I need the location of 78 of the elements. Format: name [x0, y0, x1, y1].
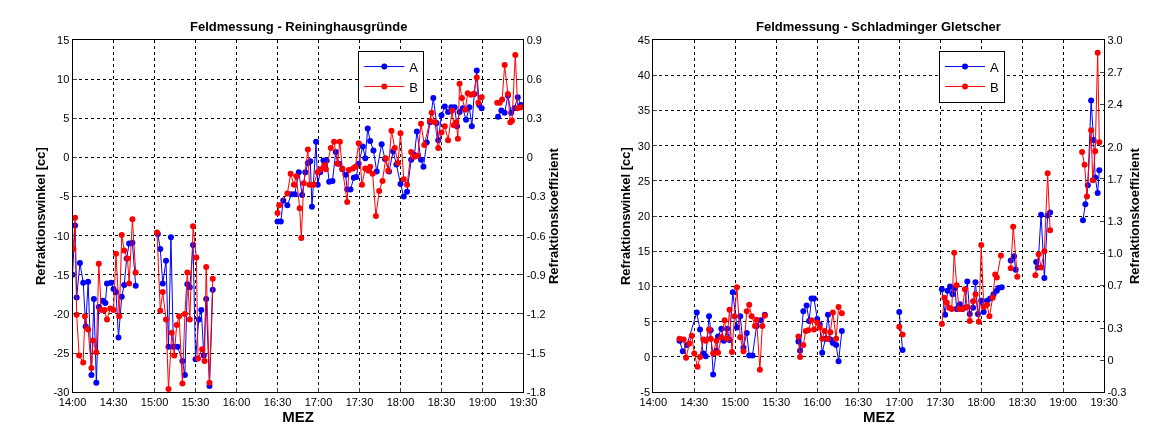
x-tick-label: 18:00 [386, 396, 415, 409]
y-tick-label: 5 [643, 315, 651, 328]
y-tick-label: 10 [637, 280, 651, 293]
x-tick-label: 19:00 [468, 396, 497, 409]
y2-tick-label: 0 [1107, 354, 1114, 367]
y-tick-label: 10 [57, 73, 70, 86]
x-axis-title: MEZ [862, 408, 895, 426]
y-tick-label: 0 [63, 151, 70, 164]
x-tick-label: 16:00 [222, 396, 251, 409]
y2-tick-label: 0.3 [526, 112, 542, 125]
y2-tick-label: -0.9 [526, 268, 546, 281]
legend-label: B [990, 79, 999, 95]
y2-tick-label: 0.9 [526, 33, 542, 46]
x-tick-label: 15:00 [721, 396, 750, 409]
y2-tick-label: 1.0 [1107, 247, 1123, 260]
y-tick-label: 30 [637, 139, 651, 152]
legend-label: A [990, 59, 1000, 75]
y-tick-label: 15 [57, 33, 70, 46]
y-tick-label: 35 [637, 104, 651, 117]
x-tick-label: 15:30 [181, 396, 210, 409]
x-tick-label: 19:30 [509, 396, 538, 409]
y2-tick-label: 0 [526, 151, 533, 164]
y2-tick-label: -0.3 [1107, 386, 1127, 399]
y-tick-label: 40 [637, 69, 651, 82]
y-axis-title: Refraktionswinkel [cc] [617, 147, 633, 286]
y-tick-label: 0 [643, 350, 651, 363]
x-tick-label: 16:30 [263, 396, 292, 409]
y2-tick-label: -0.6 [526, 229, 546, 242]
y2-tick-label: 1.7 [1107, 172, 1123, 185]
y-tick-label: 20 [637, 209, 651, 222]
x-tick-label: 16:30 [844, 396, 873, 409]
y2-axis-title: Refraktionskoeffizient [546, 147, 562, 285]
y2-tick-label: -1.8 [526, 386, 546, 399]
legend-label: A [409, 59, 419, 75]
x-tick-label: 18:30 [427, 396, 456, 409]
y2-tick-label: 2.7 [1107, 65, 1123, 78]
y2-tick-label: 0.3 [1107, 322, 1123, 335]
y2-axis-title: Refraktionskoeffizient [1126, 147, 1142, 285]
y2-tick-label: -1.5 [526, 346, 546, 359]
x-tick-label: 15:30 [762, 396, 791, 409]
y-tick-label: 25 [637, 174, 651, 187]
y-tick-label: -5 [59, 190, 70, 203]
y-tick-label: -15 [53, 268, 70, 281]
legend-label: B [409, 79, 418, 95]
y-tick-label: 45 [637, 33, 651, 46]
y-tick-label: 15 [637, 245, 651, 258]
y2-tick-label: 3.0 [1107, 33, 1123, 46]
chart-title: Feldmessung - Reininghausgründe [190, 19, 408, 34]
x-tick-label: 18:00 [967, 396, 996, 409]
y2-tick-label: 0.6 [526, 73, 542, 86]
x-axis-title: MEZ [282, 408, 314, 426]
x-tick-label: 14:00 [639, 396, 668, 409]
y-axis-title: Refraktionswinkel [cc] [33, 147, 49, 286]
y-tick-label: 5 [63, 112, 70, 125]
x-tick-label: 14:30 [680, 396, 709, 409]
x-tick-label: 17:30 [926, 396, 955, 409]
chart-title: Feldmessung - Schladminger Gletscher [756, 19, 1001, 34]
y2-tick-label: 1.3 [1107, 215, 1123, 228]
x-tick-label: 15:00 [140, 396, 169, 409]
x-tick-label: 17:00 [885, 396, 914, 409]
x-tick-label: 16:00 [803, 396, 832, 409]
x-tick-label: 17:30 [345, 396, 374, 409]
y2-tick-label: 2.0 [1107, 140, 1123, 153]
y2-tick-label: -0.3 [526, 190, 546, 203]
x-tick-label: 19:30 [1090, 396, 1118, 409]
x-tick-label: 19:00 [1049, 396, 1077, 409]
x-tick-label: 14:00 [58, 396, 87, 409]
x-tick-label: 18:30 [1008, 396, 1036, 409]
y2-tick-label: 2.4 [1107, 97, 1123, 110]
y-tick-label: -30 [53, 386, 70, 399]
y-tick-label: -10 [53, 229, 70, 242]
y-tick-label: -20 [53, 307, 70, 320]
y-tick-label: -25 [53, 346, 70, 359]
x-tick-label: 17:00 [304, 396, 333, 409]
y2-tick-label: 0.7 [1107, 279, 1123, 292]
y-tick-label: -5 [640, 386, 651, 399]
x-tick-label: 14:30 [99, 396, 128, 409]
y2-tick-label: -1.2 [526, 307, 546, 320]
